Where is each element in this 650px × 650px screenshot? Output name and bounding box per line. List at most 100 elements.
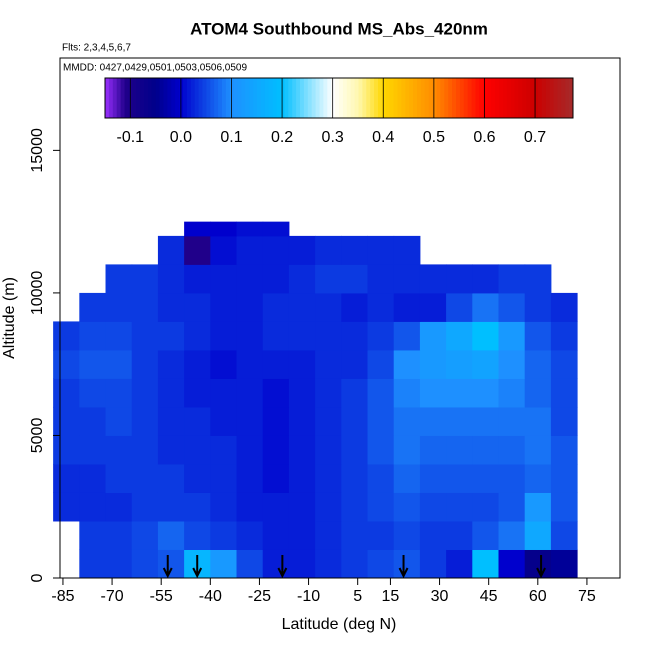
colorbar-swatch <box>280 78 285 118</box>
colorbar-swatch <box>175 78 180 118</box>
heat-cell <box>446 492 473 522</box>
colorbar-swatch <box>444 78 449 118</box>
colorbar-swatch <box>194 78 200 118</box>
colorbar-swatch <box>537 78 543 118</box>
heat-cell <box>524 292 552 322</box>
heat-cell <box>157 520 185 550</box>
heat-cell <box>341 520 369 550</box>
colorbar-swatch <box>393 78 398 118</box>
heat-cell <box>315 378 342 408</box>
x-tick-label: 30 <box>431 588 449 605</box>
heat-cell <box>446 463 473 493</box>
heat-cell <box>288 292 316 322</box>
heat-cell <box>79 349 107 379</box>
heat-cell <box>288 321 316 351</box>
colorbar-swatch <box>183 78 188 118</box>
colorbar-swatch <box>565 78 570 118</box>
heat-cell <box>498 406 526 436</box>
heat-cell <box>288 549 316 579</box>
heat-cell <box>79 520 107 550</box>
heat-cell <box>236 378 264 408</box>
colorbar-swatch <box>335 78 340 118</box>
heat-cell <box>157 406 185 436</box>
y-axis-label: Altitude (m) <box>1 277 18 359</box>
colorbar-swatch <box>471 78 476 118</box>
heat-cell <box>419 264 447 294</box>
heat-cell <box>498 349 526 379</box>
heat-cell <box>315 292 342 322</box>
heat-cell <box>288 406 316 436</box>
colorbar-swatch <box>190 78 196 118</box>
colorbar-swatch <box>120 78 125 118</box>
heat-cell <box>367 406 395 436</box>
heat-cell <box>393 435 421 465</box>
heat-cell <box>341 435 369 465</box>
heat-cell <box>472 349 500 379</box>
heat-cell <box>341 235 369 265</box>
heat-cell <box>288 520 316 550</box>
heat-cell <box>419 378 447 408</box>
colorbar-swatch <box>171 78 176 118</box>
x-tick-label: -25 <box>248 588 271 605</box>
heat-cell <box>446 520 473 550</box>
heat-cell <box>524 406 552 436</box>
heat-cell <box>157 435 185 465</box>
colorbar-swatch <box>541 78 547 118</box>
colorbar-swatch <box>331 78 336 118</box>
colorbar-swatch <box>105 78 110 118</box>
colorbar-swatch <box>389 78 395 118</box>
colorbar-swatch <box>409 78 414 118</box>
x-tick-label: 15 <box>382 588 400 605</box>
heat-cell <box>315 463 342 493</box>
heat-cell <box>419 321 447 351</box>
heat-cell <box>524 435 552 465</box>
colorbar-swatch <box>374 78 379 118</box>
heat-cell <box>367 549 395 579</box>
heat-cell <box>315 492 342 522</box>
x-tick-label: -10 <box>297 588 320 605</box>
heat-cell <box>105 406 133 436</box>
colorbar-swatch <box>479 78 484 118</box>
colorbar-swatch <box>327 78 332 118</box>
colorbar-swatch <box>218 78 223 118</box>
colorbar-swatch <box>448 78 453 118</box>
colorbar-swatch <box>456 78 461 118</box>
colorbar-swatch <box>436 78 441 118</box>
heat-cell <box>472 435 500 465</box>
heat-cell <box>131 292 159 322</box>
heat-cell <box>472 264 500 294</box>
colorbar-swatch <box>116 78 122 118</box>
heat-cell <box>393 349 421 379</box>
heat-cell <box>184 435 211 465</box>
colorbar-swatch <box>296 78 301 118</box>
heat-cell <box>131 349 159 379</box>
arrow <box>536 555 546 579</box>
heat-cell <box>550 435 578 465</box>
colorbar-swatch <box>561 78 566 118</box>
colorbar-swatch <box>159 78 164 118</box>
heat-cell <box>288 492 316 522</box>
colorbar-swatch <box>514 78 519 118</box>
heat-cell <box>367 492 395 522</box>
heat-cell <box>79 492 107 522</box>
colorbar-swatch <box>354 78 359 118</box>
colorbar-swatch <box>350 78 356 118</box>
heat-cell <box>498 292 526 322</box>
heat-cell <box>262 378 290 408</box>
colorbar-swatch <box>346 78 352 118</box>
heat-cell <box>550 463 578 493</box>
heat-cell <box>419 520 447 550</box>
arrow <box>162 555 173 579</box>
colorbar-swatch <box>179 78 184 118</box>
colorbar-swatch <box>264 78 270 118</box>
heat-cell <box>446 321 473 351</box>
heat-cell <box>498 435 526 465</box>
heat-cell <box>105 549 133 579</box>
colorbar-swatch <box>319 78 324 118</box>
heat-cell <box>550 549 578 579</box>
heat-cell <box>53 321 80 351</box>
heat-cell <box>184 463 211 493</box>
colorbar-swatch <box>452 78 457 118</box>
heat-cell <box>262 321 290 351</box>
heat-cell <box>157 378 185 408</box>
